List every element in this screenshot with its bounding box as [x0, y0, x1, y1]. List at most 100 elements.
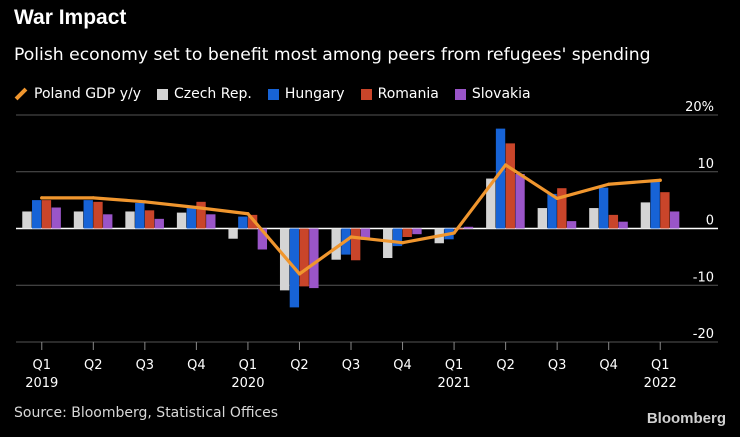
- legend-item-slovakia: Slovakia: [454, 86, 531, 102]
- bar-czech-1: [73, 211, 84, 229]
- legend-swatch-slovakia: [454, 88, 466, 100]
- bar-romania-1: [93, 201, 103, 229]
- chart-legend: Poland GDP y/y Czech Rep. Hungary Romani…: [14, 86, 547, 102]
- bar-slovakia-8: [463, 226, 474, 229]
- x-tick-label: Q3: [136, 358, 155, 373]
- x-tick-label: Q1: [33, 358, 52, 373]
- x-year-label: 2020: [231, 376, 264, 391]
- legend-label-czech: Czech Rep.: [174, 86, 252, 102]
- legend-item-poland: Poland GDP y/y: [14, 86, 141, 102]
- point-poland-4: [246, 212, 250, 216]
- bloomberg-logo: Bloomberg: [646, 410, 726, 427]
- bar-hungary-10: [547, 193, 557, 229]
- x-tick-label: Q4: [393, 358, 412, 373]
- bar-romania-9: [505, 143, 515, 229]
- bar-hungary-7: [392, 228, 403, 247]
- bar-romania-0: [41, 200, 52, 229]
- bar-hungary-4: [238, 216, 248, 229]
- bar-hungary-11: [598, 187, 609, 229]
- x-tick-label: Q4: [187, 358, 206, 373]
- x-tick-label: Q1: [445, 358, 464, 373]
- bar-slovakia-5: [309, 228, 319, 289]
- bar-romania-12: [660, 192, 670, 229]
- bar-slovakia-12: [669, 211, 680, 229]
- x-tick-label: Q1: [239, 358, 258, 373]
- point-poland-8: [452, 231, 456, 235]
- legend-label-hungary: Hungary: [284, 86, 345, 102]
- bar-hungary-3: [186, 206, 196, 229]
- bar-romania-2: [144, 210, 155, 229]
- chart-subtitle: Polish economy set to benefit most among…: [14, 45, 651, 65]
- legend-item-romania: Romania: [360, 86, 439, 102]
- bar-romania-11: [608, 214, 619, 229]
- x-year-label: 2021: [438, 376, 471, 391]
- legend-swatch-hungary: [267, 88, 279, 100]
- point-poland-6: [349, 235, 353, 239]
- x-tick-label: Q3: [548, 358, 567, 373]
- y-tick-label: -20: [693, 327, 714, 342]
- legend-item-czech: Czech Rep.: [157, 86, 252, 102]
- bar-romania-5: [299, 228, 309, 287]
- bar-slovakia-2: [154, 218, 164, 229]
- y-tick-label: 20%: [685, 100, 714, 115]
- bar-slovakia-10: [566, 221, 577, 229]
- legend-swatch-romania: [360, 88, 372, 100]
- bar-slovakia-1: [103, 214, 113, 229]
- y-tick-label: 10: [697, 157, 714, 172]
- bar-czech-6: [331, 228, 341, 260]
- bar-slovakia-6: [360, 228, 371, 240]
- bar-romania-7: [402, 228, 412, 238]
- x-tick-label: Q2: [84, 358, 103, 373]
- bar-czech-9: [486, 178, 496, 229]
- bar-czech-5: [279, 228, 290, 291]
- source-note: Source: Bloomberg, Statistical Offices: [14, 405, 279, 421]
- point-poland-9: [504, 163, 508, 167]
- point-poland-2: [143, 200, 147, 204]
- y-tick-label: -10: [693, 270, 714, 285]
- bar-romania-4: [247, 214, 258, 229]
- bar-czech-10: [537, 208, 548, 229]
- bar-hungary-1: [83, 200, 93, 229]
- legend-swatch-czech: [157, 88, 168, 100]
- bar-hungary-9: [495, 128, 506, 229]
- bar-romania-10: [557, 188, 567, 229]
- bar-hungary-0: [32, 200, 42, 229]
- point-poland-11: [607, 182, 611, 186]
- x-tick-label: Q2: [496, 358, 515, 373]
- bar-slovakia-7: [412, 228, 422, 235]
- bar-czech-7: [383, 228, 393, 259]
- bar-hungary-2: [135, 202, 145, 229]
- x-tick-label: Q1: [651, 358, 670, 373]
- bar-slovakia-0: [51, 207, 61, 229]
- point-poland-1: [91, 196, 95, 200]
- y-tick-label: 0: [706, 214, 714, 229]
- bar-czech-11: [589, 208, 599, 229]
- bar-slovakia-3: [206, 214, 216, 229]
- point-poland-5: [297, 272, 302, 276]
- bar-czech-0: [22, 211, 32, 229]
- bar-czech-2: [125, 211, 135, 229]
- bar-slovakia-11: [618, 221, 628, 229]
- point-poland-10: [555, 196, 559, 201]
- legend-label-poland: Poland GDP y/y: [34, 86, 141, 102]
- bar-hungary-12: [650, 181, 660, 229]
- bar-romania-6: [351, 228, 361, 261]
- bar-slovakia-4: [257, 228, 268, 250]
- legend-label-slovakia: Slovakia: [471, 86, 531, 102]
- x-tick-label: Q3: [342, 358, 361, 373]
- bar-czech-4: [228, 228, 238, 239]
- x-tick-label: Q2: [290, 358, 309, 373]
- legend-label-romania: Romania: [377, 86, 439, 102]
- point-poland-7: [400, 241, 405, 245]
- point-poland-3: [194, 205, 198, 210]
- point-poland-12: [658, 178, 662, 182]
- bar-slovakia-9: [515, 174, 525, 229]
- x-tick-label: Q4: [599, 358, 618, 373]
- x-year-label: 2019: [25, 376, 58, 391]
- bar-czech-3: [176, 212, 187, 229]
- bar-czech-12: [640, 202, 651, 229]
- chart-title: War Impact: [14, 6, 127, 29]
- x-year-label: 2022: [644, 376, 677, 391]
- point-poland-0: [40, 196, 44, 200]
